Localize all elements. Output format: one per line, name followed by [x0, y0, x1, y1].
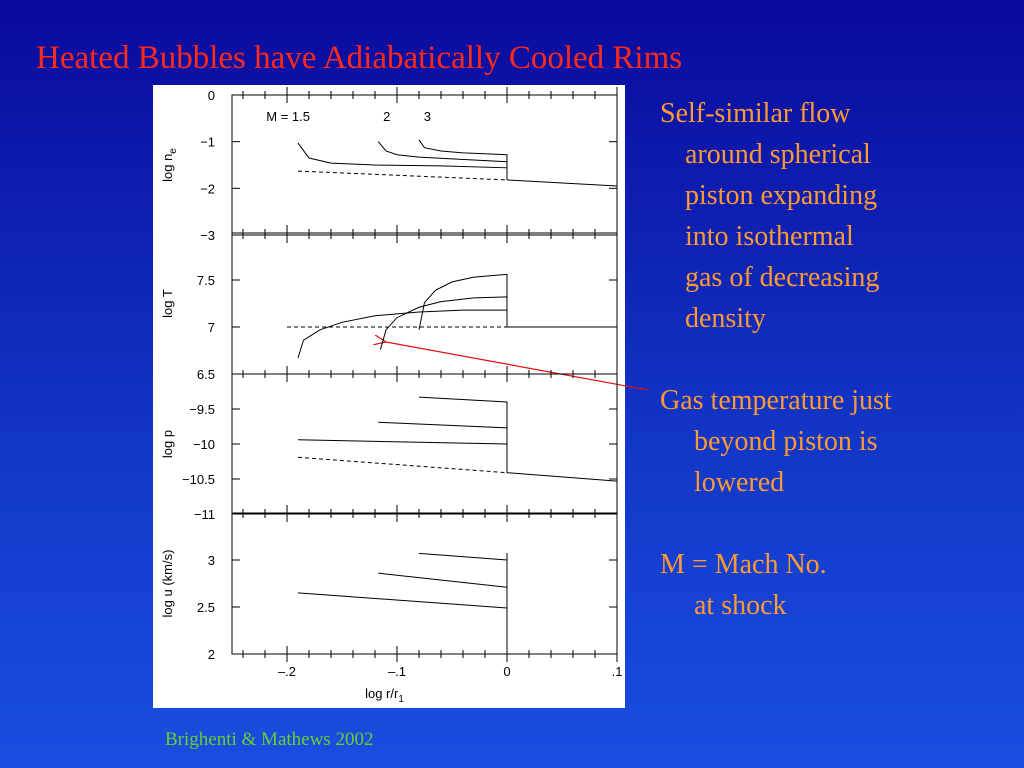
x-tick-label: –.2: [278, 664, 296, 679]
x-tick-label: .1: [612, 664, 623, 679]
y-tick-label: 3: [208, 553, 215, 568]
y-axis-label-text: log T: [160, 289, 175, 318]
y-tick-label: −2: [200, 181, 215, 196]
y-axis-label: log ne: [160, 148, 179, 182]
y-tick-label: 7.5: [197, 273, 215, 288]
series-line: [418, 273, 508, 330]
series-line: [418, 139, 508, 180]
series-line: [418, 552, 508, 561]
y-tick-label: −9.5: [189, 402, 215, 417]
y-axis-label: log u (km/s): [160, 550, 175, 618]
series-line: [506, 179, 618, 187]
panel: 0 −1 −2 −3 log ne M = 1.5 2 3: [160, 87, 618, 243]
y-axis-label-text: log p: [160, 430, 175, 458]
plot-frame: [231, 94, 618, 236]
y-tick-label: 7: [208, 320, 215, 335]
body-text-line: around spherical: [685, 139, 871, 170]
series-line: [297, 592, 508, 609]
y-tick-label: 6.5: [197, 367, 215, 382]
series-label: 3: [424, 109, 431, 124]
body-text-line: at shock: [694, 590, 787, 621]
x-axis-label-text: log r/r: [365, 686, 399, 701]
body-text-line: piston expanding: [685, 180, 877, 211]
x-axis-label-sub: 1: [398, 694, 404, 705]
y-axis-label-sub: e: [168, 148, 179, 154]
plot-frame: [231, 512, 618, 655]
y-tick-label: −3: [200, 228, 215, 243]
y-axis-label-text: log n: [160, 154, 175, 182]
y-tick-label: −11: [194, 507, 215, 522]
panel: 6.5 7 7.5 log T: [160, 225, 618, 382]
body-text-line: M = Mach No.: [660, 549, 827, 580]
y-axis-label-text: log u (km/s): [160, 550, 175, 618]
figure-background: [153, 85, 625, 708]
series-line: [506, 472, 618, 482]
annotation-arrow: [386, 342, 649, 391]
series-line: [378, 572, 508, 588]
credit: Brighenti & Mathews 2002: [165, 729, 373, 750]
body-text-line: density: [685, 303, 766, 334]
x-axis-label: log r/r1: [365, 686, 404, 705]
y-tick-label: 2: [208, 647, 215, 662]
body-text-line: Self-similar flow: [660, 98, 851, 129]
body-text-line: Gas temperature just: [660, 385, 892, 416]
series-line: [418, 396, 508, 473]
panel: 2 2.5 3 –.2 –.1 0 .1 log u (km/s) log r/r1: [160, 505, 622, 705]
y-tick-label: 2.5: [197, 600, 215, 615]
series-line: [297, 309, 508, 359]
y-tick-label: −10.5: [182, 472, 215, 487]
x-tick-label: –.1: [388, 664, 406, 679]
y-axis-label: log p: [160, 430, 175, 458]
body-text-line: gas of decreasing: [685, 262, 879, 293]
body-text-line: into isothermal: [685, 221, 854, 252]
body-text-line: lowered: [694, 467, 784, 498]
series-line: [380, 296, 508, 350]
series-label: M = 1.5: [266, 109, 310, 124]
y-tick-label: −10: [193, 437, 215, 452]
y-axis-label: log T: [160, 289, 175, 318]
series-label: 2: [383, 109, 390, 124]
y-tick-label: 0: [208, 88, 215, 103]
x-tick-label: 0: [503, 664, 510, 679]
body-text-line: beyond piston is: [694, 426, 878, 457]
slide-title: Heated Bubbles have Adiabatically Cooled…: [36, 40, 682, 76]
y-tick-label: −1: [200, 135, 215, 150]
